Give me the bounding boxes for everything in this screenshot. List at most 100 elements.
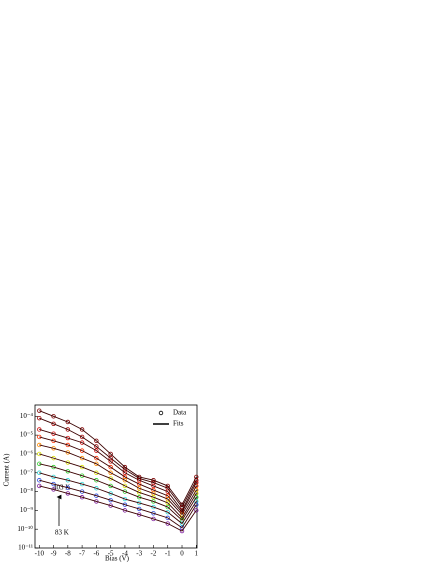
data-point (108, 491, 113, 496)
x-tick-label: -9 (51, 550, 57, 558)
fit-line (39, 463, 197, 521)
fit-line (39, 453, 197, 519)
data-point (108, 503, 113, 508)
data-point (37, 408, 42, 413)
data-point (108, 497, 113, 503)
data-point (37, 478, 42, 483)
data-point (136, 512, 142, 517)
data-point (151, 504, 156, 510)
x-axis-label: Bias (V) (105, 555, 130, 563)
x-tick-label: -1 (165, 550, 171, 558)
legend-label: Fits (173, 420, 184, 428)
x-tick-label: -3 (136, 550, 142, 558)
data-point (136, 481, 142, 487)
x-tick-label: -2 (151, 550, 157, 558)
data-point (179, 521, 185, 526)
data-point (151, 483, 156, 489)
data-point (94, 455, 99, 461)
data-point (51, 421, 56, 427)
data-point (108, 464, 113, 470)
data-point (79, 481, 85, 487)
data-point (94, 438, 99, 443)
data-point (37, 415, 42, 421)
fit-line (39, 436, 197, 513)
fit-line (39, 429, 197, 512)
data-point (94, 499, 99, 504)
legend-marker (158, 410, 164, 416)
y-axis-label: Current (A) (3, 453, 11, 487)
data-point (37, 451, 42, 457)
data-point (94, 478, 99, 483)
data-point (65, 460, 71, 465)
data-point (79, 434, 85, 440)
y-tick-label: 10⁻¹¹ (18, 544, 33, 552)
data-point (65, 442, 71, 448)
data-point (165, 515, 170, 521)
legend-label: Data (173, 409, 187, 417)
x-tick-label: 0 (180, 550, 184, 558)
data-point (136, 506, 142, 512)
data-point (65, 435, 71, 441)
data-point (194, 508, 199, 513)
data-point (79, 489, 85, 494)
data-point (165, 504, 170, 510)
data-point (94, 444, 99, 449)
data-point (79, 448, 85, 453)
data-point (136, 490, 142, 495)
data-point (165, 483, 170, 489)
y-tick-label: 10⁻⁹ (20, 506, 34, 514)
data-point (136, 500, 142, 506)
y-tick-label: 10⁻⁶ (20, 450, 34, 458)
data-point (94, 486, 99, 491)
data-point (65, 469, 71, 474)
data-point (65, 450, 71, 455)
data-point (122, 470, 128, 475)
data-point (79, 455, 85, 461)
y-tick-label: 10⁻⁷ (20, 468, 34, 476)
data-point (37, 470, 42, 475)
data-point (122, 502, 128, 507)
y-tick-label: 10⁻⁴ (20, 412, 34, 420)
x-tick-label: 1 (195, 550, 199, 558)
x-tick-label: -7 (79, 550, 85, 558)
data-point (122, 478, 128, 483)
annotation: 403 K (53, 484, 70, 492)
data-point (179, 528, 185, 534)
data-point (122, 489, 128, 494)
data-point (108, 459, 113, 464)
data-point (108, 476, 113, 481)
data-point (151, 516, 156, 522)
data-point (79, 464, 85, 470)
fit-line (39, 410, 197, 506)
x-tick-label: -5 (108, 550, 114, 558)
y-tick-label: 10⁻⁵ (20, 431, 34, 439)
fit-line (39, 485, 197, 532)
data-point (94, 470, 99, 475)
data-point (108, 451, 113, 457)
data-point (79, 440, 85, 445)
data-point (165, 510, 170, 515)
data-point (136, 486, 142, 491)
data-point (165, 521, 170, 526)
data-point (136, 495, 142, 500)
data-point (94, 448, 99, 453)
data-point (122, 508, 128, 513)
annotation: 83 K (55, 529, 69, 537)
data-point (65, 491, 71, 496)
data-point (108, 483, 113, 489)
data-point (94, 493, 99, 498)
data-point (79, 495, 85, 500)
x-tick-label: -10 (35, 550, 45, 558)
data-point (65, 419, 71, 425)
data-point (122, 496, 128, 502)
fit-line (39, 417, 197, 508)
data-point (151, 495, 156, 500)
plot-frame (34, 404, 198, 549)
y-tick-label: 10⁻¹⁰ (17, 525, 33, 533)
x-tick-label: -4 (122, 550, 128, 558)
x-tick-label: -8 (65, 550, 71, 558)
data-point (94, 461, 99, 466)
data-point (51, 455, 56, 461)
data-point (151, 499, 156, 504)
